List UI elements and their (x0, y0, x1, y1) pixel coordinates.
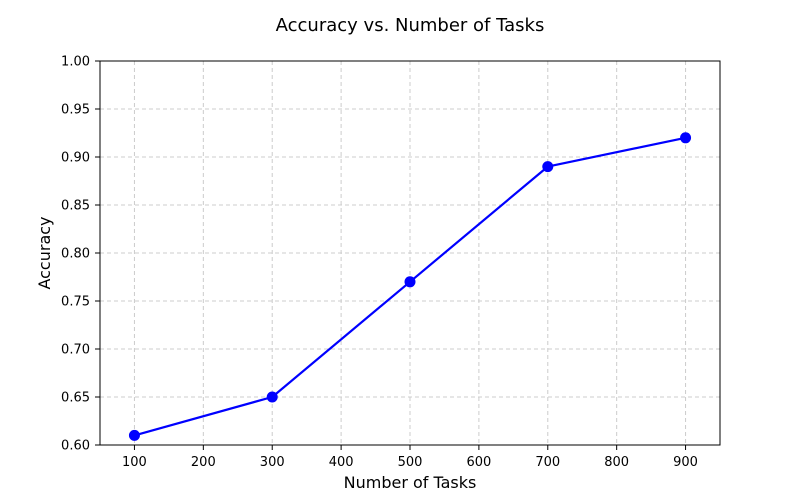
x-axis: 100 200 300 400 500 600 700 800 900 (122, 445, 698, 470)
y-tick-label: 1.00 (61, 55, 90, 70)
y-tick-label: 0.70 (61, 343, 90, 358)
x-tick-label: 200 (191, 455, 216, 470)
y-axis: 0.60 0.65 0.70 0.75 0.80 0.85 0.90 0.95 1.00 (61, 55, 100, 454)
x-tick-label: 400 (329, 455, 354, 470)
y-tick-label: 0.85 (61, 199, 90, 214)
data-point-marker (128, 429, 140, 441)
x-tick-label: 900 (673, 455, 698, 470)
x-tick-label: 700 (535, 455, 560, 470)
grid-lines (100, 60, 720, 446)
x-tick-label: 500 (398, 455, 423, 470)
series-layer (128, 132, 692, 441)
y-tick-label: 0.65 (61, 391, 90, 406)
x-tick-label: 100 (122, 455, 147, 470)
x-axis-label: Number of Tasks (344, 473, 477, 492)
y-tick-label: 0.60 (61, 439, 90, 454)
y-tick-label: 0.75 (61, 295, 90, 310)
y-tick-label: 0.95 (61, 103, 90, 118)
chart-title: Accuracy vs. Number of Tasks (276, 15, 545, 36)
x-tick-label: 600 (466, 455, 491, 470)
y-tick-label: 0.90 (61, 151, 90, 166)
x-tick-label: 300 (260, 455, 285, 470)
data-point-marker (266, 391, 278, 403)
data-point-marker (542, 161, 554, 173)
y-tick-label: 0.80 (61, 247, 90, 262)
x-tick-label: 800 (604, 455, 629, 470)
data-point-marker (404, 276, 416, 288)
data-point-marker (680, 132, 692, 144)
y-axis-label: Accuracy (35, 216, 54, 289)
